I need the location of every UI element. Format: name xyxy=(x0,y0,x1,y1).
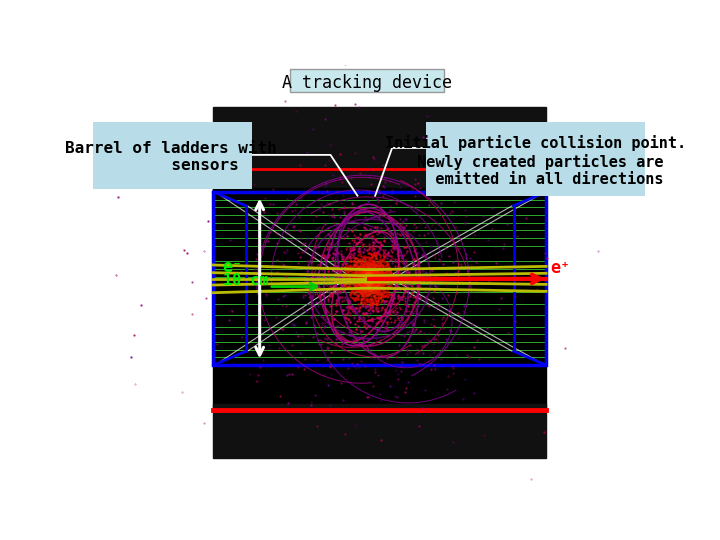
FancyBboxPatch shape xyxy=(93,122,252,189)
Text: e⁺: e⁺ xyxy=(550,259,570,277)
FancyBboxPatch shape xyxy=(426,122,645,197)
Text: e⁻: e⁻ xyxy=(222,258,243,276)
Circle shape xyxy=(348,257,390,300)
Circle shape xyxy=(363,273,375,285)
Circle shape xyxy=(354,264,384,294)
Circle shape xyxy=(367,278,371,280)
Circle shape xyxy=(359,269,379,289)
Circle shape xyxy=(366,276,372,282)
Text: Initial particle collision point.
 Newly created particles are
   emitted in all: Initial particle collision point. Newly … xyxy=(384,135,686,187)
Bar xyxy=(213,403,546,457)
Text: 10 cm: 10 cm xyxy=(222,273,269,288)
FancyBboxPatch shape xyxy=(289,69,444,92)
Bar xyxy=(213,107,546,192)
Text: A tracking device: A tracking device xyxy=(282,73,451,91)
Bar xyxy=(213,188,546,408)
Text: Barrel of ladders with
       sensors: Barrel of ladders with sensors xyxy=(66,141,277,173)
Bar xyxy=(213,192,546,365)
